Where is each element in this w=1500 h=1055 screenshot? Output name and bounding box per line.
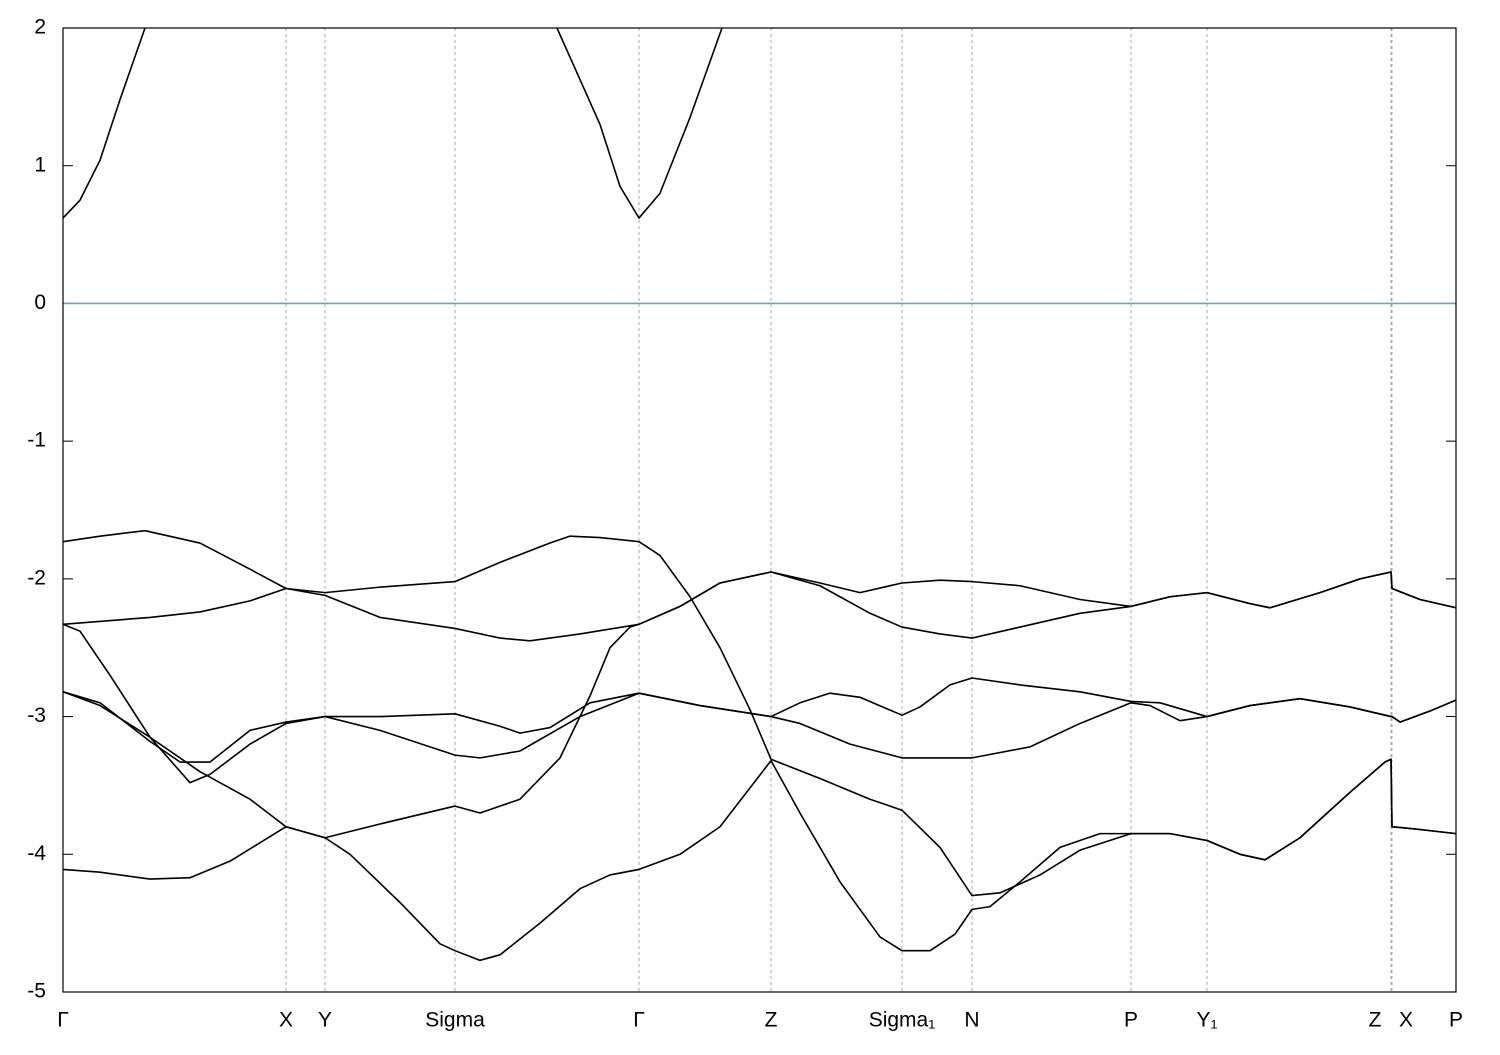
y-tick-label: -3 xyxy=(27,704,46,727)
x-tick-label: X xyxy=(279,1009,293,1032)
x-tick-label: Sigma₁ xyxy=(869,1009,936,1032)
x-tick-label: Y xyxy=(318,1009,332,1032)
bands xyxy=(63,28,1456,962)
band-line xyxy=(63,758,1456,962)
x-tick-label: P xyxy=(1449,1009,1463,1032)
x-tick-label: Y₁ xyxy=(1196,1009,1217,1032)
x-tick-label: Z xyxy=(1369,1009,1382,1032)
x-tick-label: Z xyxy=(765,1009,778,1032)
x-tick-label: X xyxy=(1399,1009,1413,1032)
band-line xyxy=(63,28,146,219)
y-tick-label: -1 xyxy=(27,429,46,452)
y-tick-label: 2 xyxy=(34,16,46,39)
band-line xyxy=(63,691,1456,763)
y-tick-label: -4 xyxy=(27,842,46,865)
y-tick-label: 0 xyxy=(34,291,46,314)
x-tick-label: P xyxy=(1124,1009,1138,1032)
x-tick-label: Γ xyxy=(57,1009,69,1032)
y-tick-label: 1 xyxy=(34,153,46,176)
plot-frame xyxy=(62,27,1457,993)
x-tick-label: Γ xyxy=(633,1009,645,1032)
x-tick-label: Sigma xyxy=(425,1009,485,1032)
y-tick-label: -5 xyxy=(27,980,46,1003)
band-line xyxy=(556,28,723,219)
y-tick-label: -2 xyxy=(27,566,46,589)
x-tick-label: N xyxy=(964,1009,979,1032)
